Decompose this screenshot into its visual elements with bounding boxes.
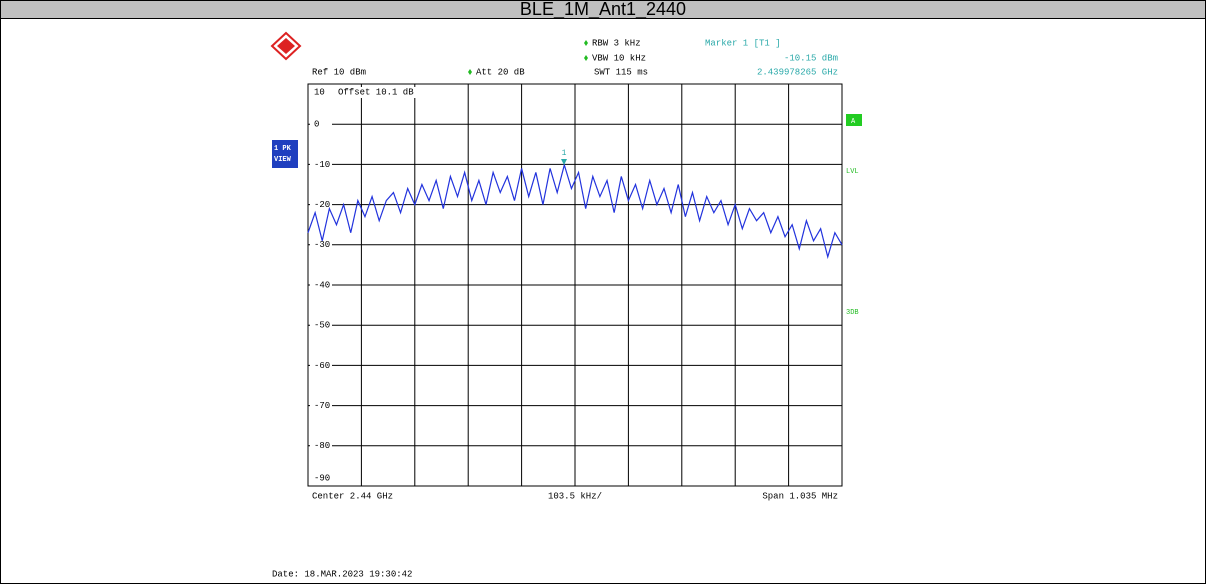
attenuation: Att 20 dB	[476, 67, 525, 77]
y-tick-label: -30	[314, 240, 330, 250]
trace	[307, 162, 843, 260]
y-tick-label: 0	[314, 120, 319, 130]
tick-label-bg	[310, 440, 332, 451]
center: Center 2.44 GHz	[312, 491, 393, 501]
marker-value: -10.15 dBm	[784, 53, 838, 63]
side-label: LVL	[846, 168, 859, 176]
logo	[270, 31, 302, 61]
star	[584, 40, 588, 46]
span: Span 1.035 MHz	[762, 491, 838, 501]
rbw: RBW 3 kHz	[592, 38, 641, 48]
y-tick-label: -40	[314, 280, 330, 290]
date: Date: 18.MAR.2023 19:30:42	[272, 569, 412, 579]
side-label: 3DB	[846, 309, 859, 317]
tick-label-bg	[310, 360, 332, 371]
marker-label: 1	[562, 149, 567, 158]
tick-label-bg	[310, 199, 332, 210]
tick-label-bg	[310, 239, 332, 250]
tick-label-bg	[310, 280, 332, 290]
chart-title: BLE_1M_Ant1_2440	[520, 0, 686, 20]
sweep-time: SWT 115 ms	[594, 67, 648, 77]
trace-mode-box	[272, 140, 298, 168]
side-box	[846, 114, 862, 126]
tick-label-bg	[310, 320, 332, 331]
per-division: 103.5 kHz/	[548, 491, 602, 501]
trace-mode: VIEW	[274, 156, 292, 164]
tick-label-bg	[310, 473, 332, 483]
tick-label-bg	[310, 119, 332, 130]
y-tick-label: -70	[314, 401, 330, 411]
tick-label-bg	[310, 87, 332, 97]
y-tick-label: -90	[314, 473, 330, 483]
y-tick-label: -80	[314, 441, 330, 451]
side-label: A	[851, 118, 856, 126]
trace-mode: 1 PK	[274, 145, 292, 153]
y-tick-label: -50	[314, 321, 330, 331]
y-tick-label: 10	[314, 87, 325, 97]
ref-level: Ref 10 dBm	[312, 67, 366, 77]
vbw: VBW 10 kHz	[592, 53, 646, 63]
y-tick-label: -10	[314, 160, 330, 170]
offset-bg	[336, 87, 446, 98]
marker-name: Marker 1 [T1 ]	[705, 38, 781, 48]
tick-label-bg	[310, 400, 332, 411]
y-tick-label: -20	[314, 200, 330, 210]
y-tick-label: -60	[314, 361, 330, 371]
marker-frequency: 2.439978265 GHz	[757, 67, 838, 77]
marker	[561, 159, 567, 166]
tick-label-bg	[310, 159, 332, 170]
star	[468, 69, 472, 75]
offset: Offset 10.1 dB	[338, 87, 414, 97]
star	[584, 55, 588, 61]
